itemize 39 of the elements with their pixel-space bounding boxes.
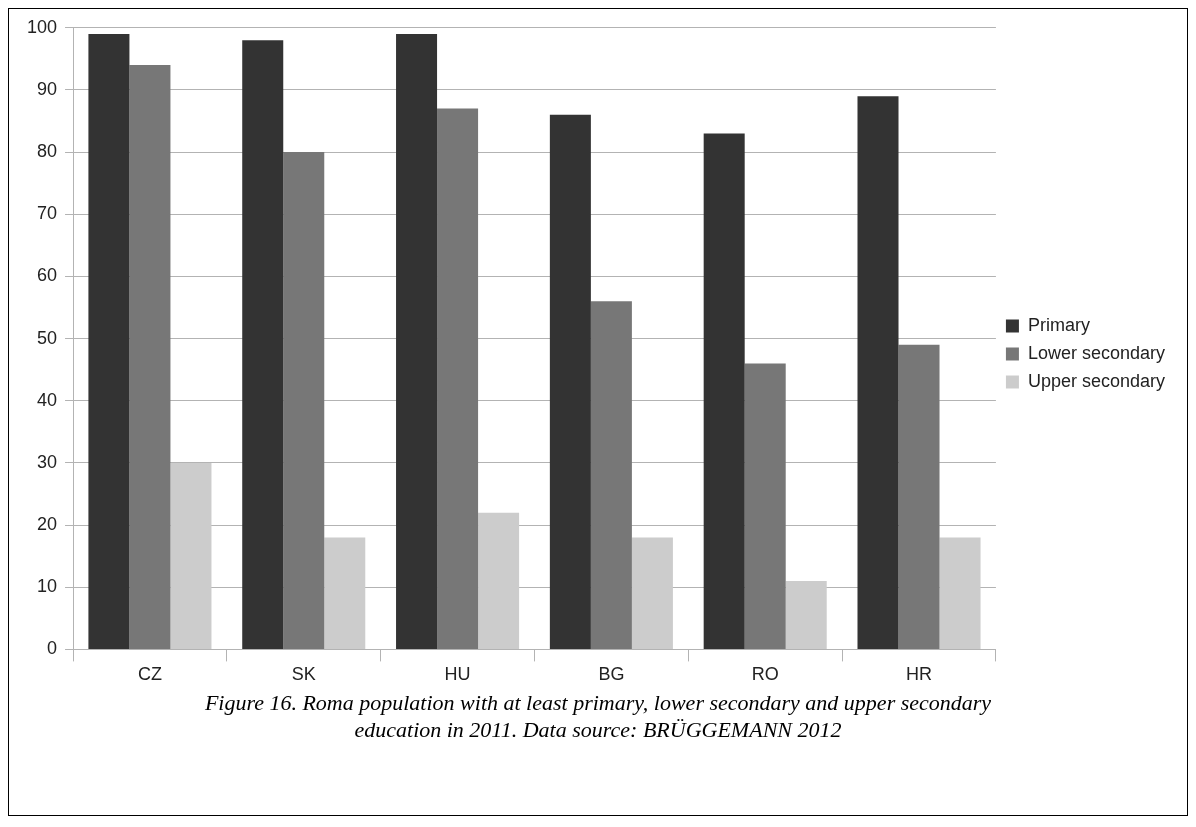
x-tick-label: HR bbox=[906, 664, 933, 685]
y-tick-label: 80 bbox=[37, 141, 58, 162]
bar bbox=[242, 40, 284, 649]
bar bbox=[478, 512, 520, 649]
x-tick-label: RO bbox=[751, 664, 779, 685]
bar bbox=[549, 114, 591, 649]
bar bbox=[396, 34, 438, 649]
y-tick-label: 60 bbox=[37, 265, 58, 286]
y-tick-label: 100 bbox=[26, 16, 58, 37]
bar bbox=[939, 537, 981, 649]
bar bbox=[898, 344, 940, 649]
y-tick-label: 0 bbox=[47, 638, 58, 659]
bar bbox=[283, 152, 325, 649]
bar bbox=[170, 462, 212, 649]
bar bbox=[785, 581, 827, 649]
x-tick-label: BG bbox=[598, 664, 625, 685]
bar bbox=[324, 537, 366, 649]
x-tick-label: HU bbox=[444, 664, 471, 685]
y-tick-label: 40 bbox=[37, 389, 58, 410]
y-tick-label: 50 bbox=[37, 327, 58, 348]
bar bbox=[129, 65, 171, 649]
caption: Figure 16. Roma population with at least primary, lower secondary and upper secondary education in 2011. Data source: BRÜGGEMANN 2012 bbox=[203, 689, 993, 743]
bar bbox=[590, 301, 632, 649]
x-tick-label: SK bbox=[291, 664, 316, 685]
bar bbox=[437, 108, 479, 649]
legend-label: Upper secondary bbox=[1027, 370, 1165, 391]
y-tick-label: 20 bbox=[37, 514, 58, 535]
bar bbox=[88, 34, 130, 649]
legend-label: Lower secondary bbox=[1027, 342, 1165, 363]
bar bbox=[631, 537, 673, 649]
bar bbox=[744, 363, 786, 649]
y-tick-label: 30 bbox=[37, 451, 58, 472]
legend-label: Primary bbox=[1027, 314, 1090, 335]
bar bbox=[857, 96, 899, 649]
x-tick-label: CZ bbox=[137, 664, 162, 685]
y-tick-label: 10 bbox=[37, 576, 58, 597]
y-tick-label: 90 bbox=[37, 78, 58, 99]
bar bbox=[703, 133, 745, 649]
y-tick-label: 70 bbox=[37, 203, 58, 224]
